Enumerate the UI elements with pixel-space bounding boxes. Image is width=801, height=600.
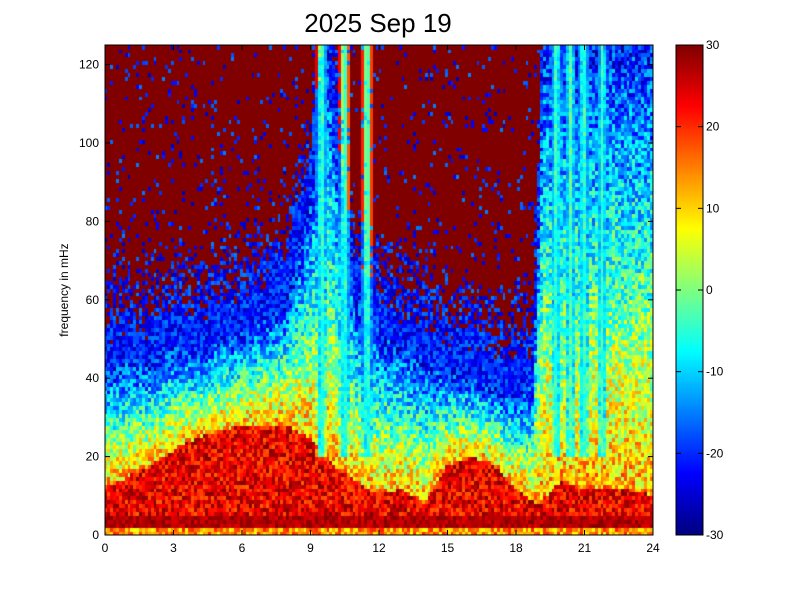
x-tick-label: 3 xyxy=(170,541,177,555)
plot-area xyxy=(104,44,654,536)
x-tick-label: 18 xyxy=(509,541,523,555)
x-axis: 0 3 6 9 12 15 18 21 24 xyxy=(102,45,660,555)
y-tick-label: 120 xyxy=(79,58,99,72)
x-tick-label: 0 xyxy=(102,541,109,555)
colorbar-ticks: 30 20 10 0 -10 -20 -30 xyxy=(676,38,724,542)
x-tick-label: 12 xyxy=(372,541,386,555)
y-tick-label: 80 xyxy=(86,214,100,228)
x-tick-label: 6 xyxy=(239,541,246,555)
y-tick-label: 20 xyxy=(86,450,100,464)
colorbar: 30 20 10 0 -10 -20 -30 xyxy=(675,38,724,542)
colorbar-tick-label: 20 xyxy=(706,120,720,134)
x-tick-label: 9 xyxy=(307,541,314,555)
colorbar-tick-label: -20 xyxy=(706,446,724,460)
y-tick-label: 100 xyxy=(79,136,99,150)
colorbar-tick-label: -10 xyxy=(706,365,724,379)
x-tick-label: 15 xyxy=(441,541,455,555)
y-tick-label: 0 xyxy=(92,528,99,542)
colorbar-tick-label: 0 xyxy=(706,283,713,297)
chart-title: 2025 Sep 19 xyxy=(304,8,451,38)
y-axis-label: frequency in mHz xyxy=(57,243,71,336)
colorbar-tick-label: 10 xyxy=(706,201,720,215)
y-tick-label: 60 xyxy=(86,293,100,307)
colorbar-tick-label: 30 xyxy=(706,38,720,52)
colorbar-tick-label: -30 xyxy=(706,528,724,542)
heatmap-canvas xyxy=(105,45,653,535)
y-tick-label: 40 xyxy=(86,371,100,385)
y-axis: 0 20 40 60 80 100 120 xyxy=(79,58,653,542)
x-tick-label: 21 xyxy=(578,541,592,555)
x-tick-label: 24 xyxy=(646,541,660,555)
